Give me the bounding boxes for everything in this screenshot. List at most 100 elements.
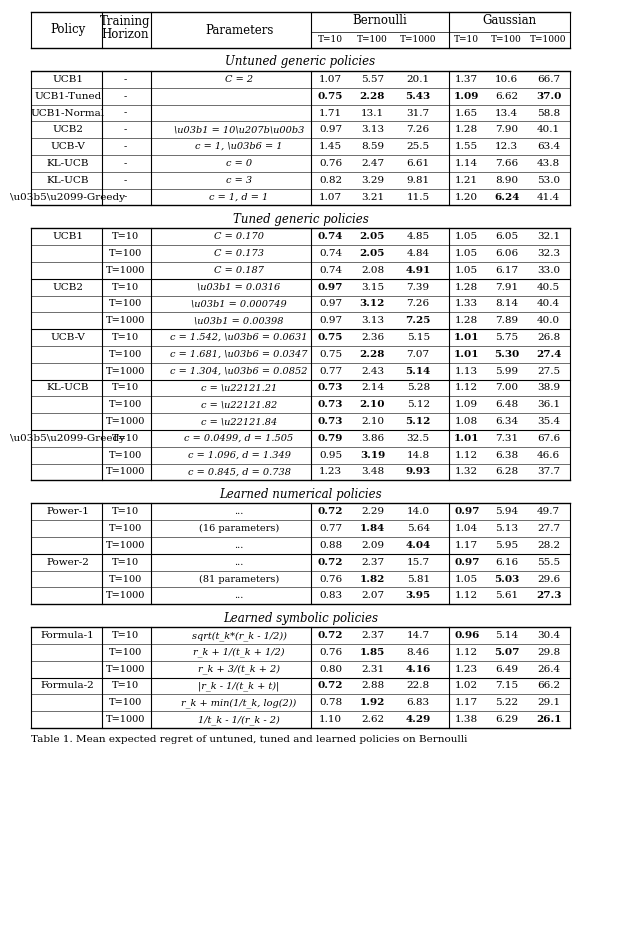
Text: 3.15: 3.15 bbox=[361, 282, 384, 292]
Text: 1.14: 1.14 bbox=[455, 159, 478, 168]
Text: \u03b1 = 10\u207b\u00b3: \u03b1 = 10\u207b\u00b3 bbox=[174, 126, 304, 134]
Text: 7.31: 7.31 bbox=[495, 434, 518, 443]
Text: 0.76: 0.76 bbox=[319, 648, 342, 657]
Text: 27.5: 27.5 bbox=[537, 366, 560, 376]
Text: 5.43: 5.43 bbox=[406, 92, 431, 101]
Text: 6.48: 6.48 bbox=[495, 400, 518, 410]
Text: 1.38: 1.38 bbox=[455, 716, 478, 724]
Text: -: - bbox=[124, 143, 127, 151]
Text: 4.04: 4.04 bbox=[406, 541, 431, 550]
Text: 2.08: 2.08 bbox=[361, 266, 384, 275]
Text: 2.10: 2.10 bbox=[361, 417, 384, 426]
Text: 27.7: 27.7 bbox=[537, 524, 560, 533]
Text: 1.12: 1.12 bbox=[455, 591, 478, 600]
Text: 5.57: 5.57 bbox=[361, 75, 384, 84]
Text: Table 1. Mean expected regret of untuned, tuned and learned policies on Bernoull: Table 1. Mean expected regret of untuned… bbox=[31, 735, 467, 745]
Text: ...: ... bbox=[234, 541, 244, 550]
Text: C = 0.187: C = 0.187 bbox=[214, 266, 264, 275]
Text: 9.93: 9.93 bbox=[406, 467, 431, 477]
Text: 1.01: 1.01 bbox=[454, 333, 479, 342]
Text: 0.83: 0.83 bbox=[319, 591, 342, 600]
Text: 40.4: 40.4 bbox=[537, 299, 560, 309]
Text: -: - bbox=[124, 176, 127, 185]
Text: 26.8: 26.8 bbox=[537, 333, 560, 342]
Text: 1.92: 1.92 bbox=[360, 699, 385, 707]
Text: 0.76: 0.76 bbox=[319, 575, 342, 583]
Text: T=10: T=10 bbox=[111, 632, 139, 640]
Text: 22.8: 22.8 bbox=[406, 682, 429, 690]
Text: 0.97: 0.97 bbox=[319, 316, 342, 326]
Text: 1.01: 1.01 bbox=[454, 434, 479, 443]
Text: 2.37: 2.37 bbox=[361, 558, 384, 566]
Text: 7.15: 7.15 bbox=[495, 682, 518, 690]
Text: UCB-V: UCB-V bbox=[51, 333, 85, 342]
Text: r_k + 1/(t_k + 1/2): r_k + 1/(t_k + 1/2) bbox=[193, 648, 285, 657]
Text: 10.6: 10.6 bbox=[495, 75, 518, 84]
Text: 14.7: 14.7 bbox=[406, 632, 429, 640]
Text: 3.19: 3.19 bbox=[360, 450, 385, 460]
Text: 0.82: 0.82 bbox=[319, 176, 342, 185]
Text: 1.23: 1.23 bbox=[455, 665, 478, 674]
Text: 7.90: 7.90 bbox=[495, 126, 518, 134]
Text: Untuned generic policies: Untuned generic policies bbox=[225, 56, 376, 69]
Text: 66.7: 66.7 bbox=[537, 75, 560, 84]
Text: 26.4: 26.4 bbox=[537, 665, 560, 674]
Text: 32.1: 32.1 bbox=[537, 232, 560, 242]
Text: Bernoulli: Bernoulli bbox=[353, 13, 408, 26]
Text: T=100: T=100 bbox=[492, 36, 522, 44]
Text: 5.13: 5.13 bbox=[495, 524, 518, 533]
Text: KL-UCB: KL-UCB bbox=[47, 159, 89, 168]
Text: 0.76: 0.76 bbox=[319, 159, 342, 168]
Text: C = 2: C = 2 bbox=[225, 75, 253, 84]
Text: T=100: T=100 bbox=[109, 400, 142, 410]
Text: \u03b1 = 0.0316: \u03b1 = 0.0316 bbox=[198, 282, 281, 292]
Text: 5.64: 5.64 bbox=[406, 524, 429, 533]
Text: T=1000: T=1000 bbox=[531, 36, 567, 44]
Text: 20.1: 20.1 bbox=[406, 75, 429, 84]
Text: 4.91: 4.91 bbox=[406, 266, 431, 275]
Text: 5.15: 5.15 bbox=[406, 333, 429, 342]
Text: 9.81: 9.81 bbox=[406, 176, 429, 185]
Text: 0.72: 0.72 bbox=[318, 632, 343, 640]
Text: T=1000: T=1000 bbox=[106, 716, 145, 724]
Text: 6.49: 6.49 bbox=[495, 665, 518, 674]
Text: 35.4: 35.4 bbox=[537, 417, 560, 426]
Text: 1.85: 1.85 bbox=[360, 648, 385, 657]
Text: 7.07: 7.07 bbox=[406, 350, 429, 359]
Text: 30.4: 30.4 bbox=[537, 632, 560, 640]
Text: 55.5: 55.5 bbox=[537, 558, 560, 566]
Text: Policy: Policy bbox=[50, 24, 85, 37]
Text: -: - bbox=[124, 92, 127, 101]
Text: 40.1: 40.1 bbox=[537, 126, 560, 134]
Text: 1.17: 1.17 bbox=[455, 699, 478, 707]
Text: 7.39: 7.39 bbox=[406, 282, 429, 292]
Text: 25.5: 25.5 bbox=[406, 143, 429, 151]
Text: 0.73: 0.73 bbox=[318, 400, 343, 410]
Text: 2.05: 2.05 bbox=[360, 249, 385, 258]
Text: 1.12: 1.12 bbox=[455, 383, 478, 393]
Text: 2.05: 2.05 bbox=[360, 232, 385, 242]
Text: 0.77: 0.77 bbox=[319, 524, 342, 533]
Text: ...: ... bbox=[234, 507, 244, 516]
Text: 3.95: 3.95 bbox=[406, 591, 431, 600]
Text: 31.7: 31.7 bbox=[406, 109, 429, 117]
Text: 3.13: 3.13 bbox=[361, 126, 384, 134]
Text: 7.00: 7.00 bbox=[495, 383, 518, 393]
Text: 5.30: 5.30 bbox=[494, 350, 519, 359]
Text: 2.07: 2.07 bbox=[361, 591, 384, 600]
Text: -: - bbox=[124, 126, 127, 134]
Text: T=10: T=10 bbox=[111, 333, 139, 342]
Text: 33.0: 33.0 bbox=[537, 266, 560, 275]
Text: Training: Training bbox=[100, 15, 150, 28]
Text: 3.86: 3.86 bbox=[361, 434, 384, 443]
Text: 13.1: 13.1 bbox=[361, 109, 384, 117]
Text: 41.4: 41.4 bbox=[537, 193, 560, 201]
Text: 5.61: 5.61 bbox=[495, 591, 518, 600]
Text: 6.06: 6.06 bbox=[495, 249, 518, 258]
Text: 1.13: 1.13 bbox=[455, 366, 478, 376]
Text: 1/t_k - 1/(r_k - 2): 1/t_k - 1/(r_k - 2) bbox=[198, 715, 280, 724]
Text: T=1000: T=1000 bbox=[400, 36, 436, 44]
Text: 6.34: 6.34 bbox=[495, 417, 518, 426]
Text: UCB1-Normal: UCB1-Normal bbox=[31, 109, 105, 117]
Text: 5.81: 5.81 bbox=[406, 575, 429, 583]
